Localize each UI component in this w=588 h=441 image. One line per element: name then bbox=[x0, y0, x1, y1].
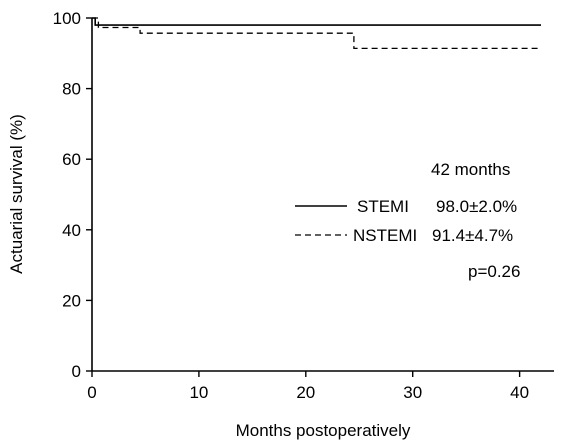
y-tick-label-5: 100 bbox=[53, 9, 81, 28]
series-line-nstemi bbox=[92, 17, 541, 50]
legend-value-stemi: 98.0±2.0% bbox=[436, 197, 517, 216]
legend: 42 months STEMI 98.0±2.0% NSTEMI 91.4±4.… bbox=[295, 160, 520, 281]
legend-label-stemi: STEMI bbox=[357, 197, 409, 216]
series-line-stemi bbox=[92, 17, 541, 26]
legend-header: 42 months bbox=[431, 160, 510, 179]
legend-label-nstemi: NSTEMI bbox=[353, 226, 417, 245]
y-tick-label-3: 60 bbox=[62, 150, 81, 169]
y-tick-label-0: 0 bbox=[72, 362, 81, 381]
y-axis-title: Actuarial survival (%) bbox=[7, 114, 26, 274]
x-tick-label-1: 10 bbox=[189, 383, 208, 402]
x-tick-label-2: 20 bbox=[296, 383, 315, 402]
y-tick-label-2: 40 bbox=[62, 221, 81, 240]
y-tick-label-4: 80 bbox=[62, 80, 81, 99]
x-tick-label-3: 30 bbox=[403, 383, 422, 402]
x-tick-label-4: 40 bbox=[510, 383, 529, 402]
plot-area: 0 10 20 30 40 0 20 40 60 80 100 bbox=[53, 9, 554, 402]
x-tick-label-0: 0 bbox=[87, 383, 96, 402]
axis-ticks: 0 10 20 30 40 0 20 40 60 80 100 bbox=[53, 9, 529, 402]
series-layer bbox=[92, 17, 541, 50]
p-value-label: p=0.26 bbox=[468, 262, 520, 281]
x-axis-title: Months postoperatively bbox=[236, 421, 411, 440]
legend-value-nstemi: 91.4±4.7% bbox=[432, 226, 513, 245]
y-tick-label-1: 20 bbox=[62, 291, 81, 310]
